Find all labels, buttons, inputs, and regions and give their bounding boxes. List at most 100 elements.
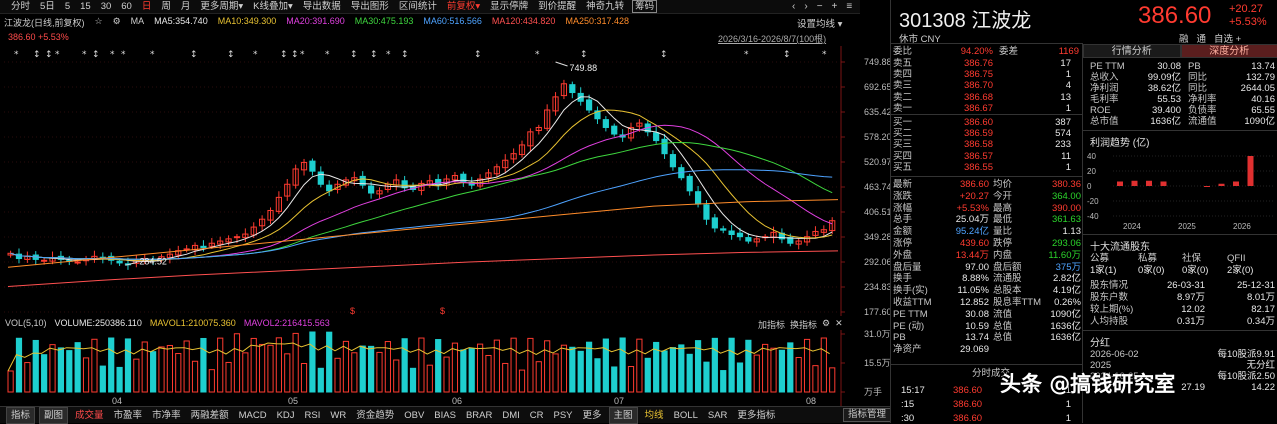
holders-label: 人均持股 xyxy=(1090,316,1150,327)
toolbar-item[interactable]: 筹码 xyxy=(632,0,657,13)
indicator-tab[interactable]: 两融差额 xyxy=(186,408,234,423)
event-marker[interactable]: * xyxy=(535,50,540,60)
profit-bar xyxy=(1248,156,1254,186)
indicator-tab[interactable]: 更多指标 xyxy=(732,408,780,423)
toolbar-icon[interactable]: + xyxy=(832,0,838,14)
event-marker[interactable]: ↕ xyxy=(783,50,791,60)
event-marker[interactable]: ↕ xyxy=(580,50,588,60)
toolbar-icon[interactable]: › xyxy=(804,0,807,14)
event-marker[interactable]: ↕ xyxy=(33,50,41,60)
toolbar-item[interactable]: 5 xyxy=(60,0,75,14)
indicator-tab[interactable]: BOLL xyxy=(669,408,703,423)
indicator-tab[interactable]: 指标 xyxy=(6,407,35,424)
toolbar-item[interactable]: 显示停牌 xyxy=(485,0,533,14)
indicator-tab[interactable]: 主图 xyxy=(609,407,638,424)
toolbar-item[interactable]: 区间统计 xyxy=(394,0,442,14)
indicator-tab[interactable]: PSY xyxy=(549,408,578,423)
toolbar-item[interactable]: 周 xyxy=(156,0,176,14)
toolbar-item[interactable]: 月 xyxy=(176,0,196,14)
indicator-tab[interactable]: 市盈率 xyxy=(109,408,148,423)
toolbar-item[interactable]: 神奇九转 xyxy=(581,0,629,14)
analysis-tab[interactable]: 深度分析 xyxy=(1181,44,1277,58)
event-marker[interactable]: * xyxy=(150,50,155,60)
event-marker[interactable]: * xyxy=(386,50,391,60)
toolbar-item[interactable]: 到价提醒 xyxy=(533,0,581,14)
indicator-tab[interactable]: 更多 xyxy=(578,408,607,423)
event-marker[interactable]: * xyxy=(300,50,305,60)
event-marker[interactable]: * xyxy=(55,50,60,60)
toolbar-item[interactable]: 日 xyxy=(137,0,157,14)
indicator-tab[interactable]: WR xyxy=(325,408,351,423)
stat-value: 11.05% xyxy=(935,285,989,296)
event-marker[interactable]: * xyxy=(744,50,749,60)
event-marker[interactable]: ↕ xyxy=(45,50,53,60)
indicator-tab[interactable]: 市净率 xyxy=(147,408,186,423)
indicator-tab[interactable]: OBV xyxy=(399,408,429,423)
dividend-mark[interactable]: $ xyxy=(440,306,445,316)
event-marker[interactable]: ↕ xyxy=(280,50,288,60)
indicator-tab[interactable]: 成交量 xyxy=(70,408,109,423)
dividend-mark[interactable]: $ xyxy=(350,306,355,316)
event-marker[interactable]: * xyxy=(822,50,827,60)
toolbar-icon[interactable]: ≡ xyxy=(846,0,852,14)
indicator-tab[interactable]: SAR xyxy=(703,408,733,423)
volume-bar xyxy=(117,367,122,392)
indicator-tab[interactable]: RSI xyxy=(300,408,326,423)
event-marker[interactable]: ↕ xyxy=(291,50,299,60)
toolbar-item[interactable]: 5日 xyxy=(35,0,60,14)
range-info[interactable]: 2026/3/16-2026/8/7(100根) xyxy=(718,32,826,45)
indicator-tab[interactable]: BIAS xyxy=(429,408,461,423)
indicator-tab[interactable]: 均线 xyxy=(640,408,669,423)
toolbar-item[interactable]: 前复权▾ xyxy=(442,0,485,14)
indicator-tab[interactable]: KDJ xyxy=(272,408,300,423)
indicator-tab[interactable]: BRAR xyxy=(461,408,497,423)
toolbar-icon[interactable]: ‹ xyxy=(792,0,795,14)
toolbar-icon[interactable]: − xyxy=(817,0,823,14)
event-marker[interactable]: * xyxy=(110,50,115,60)
event-marker[interactable]: ↕ xyxy=(190,50,198,60)
event-marker[interactable]: ↕ xyxy=(474,50,482,60)
profit-y-tick: 20 xyxy=(1087,167,1096,176)
candlestick-chart[interactable]: 749.88692.65635.42578.20520.97463.74406.… xyxy=(0,46,890,316)
star-icon[interactable]: ☆ xyxy=(95,16,103,28)
toolbar-item[interactable]: 导出数据 xyxy=(298,0,346,14)
ask-label: 卖一 xyxy=(893,103,933,114)
indicator-tab[interactable]: DMI xyxy=(497,408,524,423)
indicator-tab[interactable]: CR xyxy=(525,408,549,423)
quote-action-button[interactable]: 融 xyxy=(1179,31,1189,45)
toolbar-item[interactable]: 导出图形 xyxy=(346,0,394,14)
event-marker[interactable]: ↕ xyxy=(401,50,409,60)
volume-bar xyxy=(796,358,801,392)
event-marker[interactable]: * xyxy=(121,50,126,60)
fund-value: 38.62亿 xyxy=(1127,83,1181,94)
event-marker[interactable]: * xyxy=(82,50,87,60)
indicator-tab[interactable]: MACD xyxy=(234,408,272,423)
indicator-manager-button[interactable]: 指标管理 xyxy=(843,408,891,422)
event-marker[interactable]: ↕ xyxy=(370,50,378,60)
event-marker[interactable]: * xyxy=(325,50,330,60)
event-marker[interactable]: * xyxy=(14,50,19,60)
analysis-tab[interactable]: 行情分析 xyxy=(1083,44,1181,58)
event-marker[interactable]: * xyxy=(253,50,258,60)
toolbar-item[interactable]: 60 xyxy=(116,0,137,14)
toolbar-item[interactable]: 15 xyxy=(75,0,96,14)
toolbar-item[interactable]: 分时 xyxy=(6,0,35,14)
toolbar-item[interactable]: 30 xyxy=(96,0,117,14)
indicator-tab[interactable]: 资金趋势 xyxy=(351,408,399,423)
toolbar-item[interactable]: K线叠加▾ xyxy=(248,0,298,14)
event-marker[interactable]: ↕ xyxy=(660,50,668,60)
gear-icon[interactable]: ⚙ xyxy=(113,16,121,28)
event-marker[interactable]: ↕ xyxy=(92,50,100,60)
event-marker[interactable]: ↕ xyxy=(227,50,235,60)
vol-y-tick: 31.0万 xyxy=(864,330,890,339)
quote-action-button[interactable]: 通 xyxy=(1197,31,1207,45)
event-marker[interactable]: ↕ xyxy=(350,50,358,60)
indicator-tab[interactable]: 副图 xyxy=(39,407,68,424)
set-ma-button[interactable]: 设置均线 ▾ xyxy=(797,16,842,30)
volume-bar xyxy=(469,349,474,392)
toolbar-item[interactable]: 更多周期▾ xyxy=(195,0,248,14)
ask-label: 卖二 xyxy=(893,92,933,103)
candle-body xyxy=(670,155,675,167)
quote-action-button[interactable]: 自选 + xyxy=(1214,31,1241,45)
